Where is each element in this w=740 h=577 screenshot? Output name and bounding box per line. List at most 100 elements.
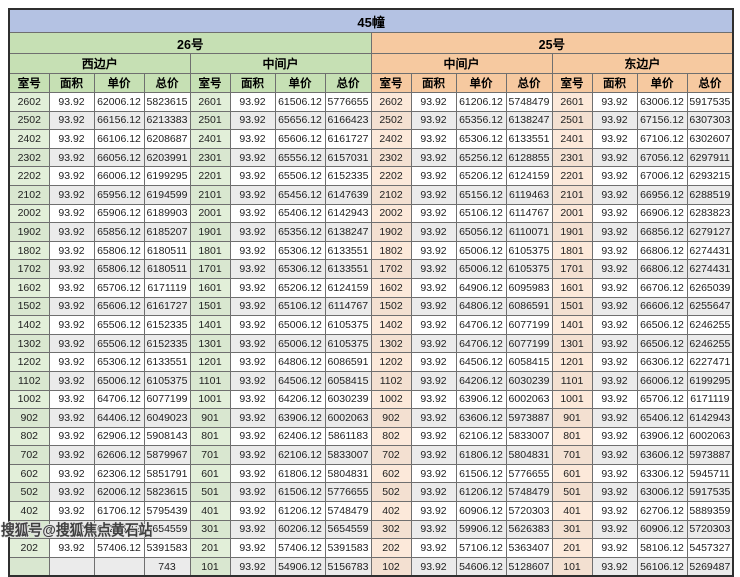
- value-cell: 93.92: [229, 315, 276, 335]
- room-number-cell: 1301: [551, 333, 593, 354]
- value-cell: 93.92: [591, 240, 638, 261]
- value-cell: 5917535: [686, 92, 734, 112]
- value-cell: 60906.12: [636, 519, 688, 540]
- value-cell: 65206.12: [274, 277, 326, 298]
- value-cell: 62406.12: [274, 426, 326, 447]
- value-cell: 5128607: [505, 556, 553, 577]
- value-cell: 93.92: [48, 166, 95, 186]
- value-cell: 5804831: [505, 445, 553, 465]
- value-cell: 61206.12: [455, 482, 507, 503]
- value-cell: 93.92: [410, 389, 457, 410]
- value-cell: 93.92: [48, 315, 95, 335]
- value-cell: 93.92: [229, 370, 276, 391]
- room-number-cell: 2202: [8, 166, 50, 186]
- value-cell: 93.92: [410, 147, 457, 168]
- value-cell: 93.92: [229, 222, 276, 242]
- room-number-cell: 2501: [189, 110, 231, 131]
- value-cell: 5795439: [143, 501, 191, 521]
- value-cell: 61206.12: [455, 92, 507, 112]
- value-cell: 6203991: [143, 147, 191, 168]
- value-cell: 93.92: [591, 408, 638, 428]
- room-number-cell: 502: [8, 482, 50, 503]
- room-number-cell: 902: [370, 408, 412, 428]
- value-cell: 5776655: [324, 92, 372, 112]
- room-number-cell: 801: [189, 426, 231, 447]
- value-cell: 65806.12: [93, 259, 145, 279]
- room-number-cell: 2202: [370, 166, 412, 186]
- room-number-cell: 2601: [551, 92, 593, 112]
- room-number-cell: 602: [370, 463, 412, 484]
- room-number-cell: 601: [189, 463, 231, 484]
- room-number-cell: [8, 556, 50, 577]
- room-number-cell: 1702: [8, 259, 50, 279]
- room-number-cell: 701: [189, 445, 231, 465]
- value-cell: 6002063: [505, 389, 553, 410]
- room-number-cell: 2402: [8, 129, 50, 149]
- value-cell: 93.92: [48, 501, 95, 521]
- value-cell: 65306.12: [274, 240, 326, 261]
- value-cell: 6157031: [324, 147, 372, 168]
- value-cell: 60906.12: [455, 501, 507, 521]
- value-cell: 93.92: [229, 426, 276, 447]
- table-row: 1402 93.92 65506.12 6152335 1401 93.92 65006.1…: [8, 315, 734, 335]
- value-cell: 6086591: [324, 352, 372, 372]
- value-cell: 93.92: [48, 519, 95, 540]
- value-cell: 93.92: [591, 110, 638, 131]
- value-cell: 93.92: [410, 203, 457, 224]
- room-number-cell: 1101: [189, 370, 231, 391]
- room-number-cell: 2001: [551, 203, 593, 224]
- value-cell: 65406.12: [274, 203, 326, 224]
- table-row: 2402 93.92 66106.12 6208687 2401 93.92 65606.1…: [8, 129, 734, 149]
- value-cell: 65006.12: [455, 259, 507, 279]
- unit-type-row: 西边户 中间户 中间户 东边户: [8, 53, 734, 74]
- room-number-cell: 301: [189, 519, 231, 540]
- value-cell: 66306.12: [636, 352, 688, 372]
- value-cell: 93.92: [229, 92, 276, 112]
- table-row: 2102 93.92 65956.12 6194599 2101 93.92 65456.1…: [8, 184, 734, 205]
- value-cell: 65506.12: [274, 166, 326, 186]
- room-number-cell: 1802: [370, 240, 412, 261]
- value-cell: 56106.12: [636, 556, 688, 577]
- value-cell: 67006.12: [636, 166, 688, 186]
- value-cell: 66856.12: [636, 222, 688, 242]
- table-row: 1102 93.92 65006.12 6105375 1101 93.92 64506.1…: [8, 370, 734, 391]
- table-row: 202 93.92 57406.12 5391583 201 93.92 57406.12 5…: [8, 538, 734, 558]
- room-number-cell: 1202: [8, 352, 50, 372]
- value-cell: 93.92: [229, 463, 276, 484]
- value-cell: 65106.12: [274, 296, 326, 317]
- value-cell: 60206.12: [274, 519, 326, 540]
- value-cell: 61506.12: [274, 92, 326, 112]
- room-number-cell: 302: [8, 519, 50, 540]
- value-cell: 93.92: [48, 92, 95, 112]
- room-number-cell: 802: [8, 426, 50, 447]
- value-cell: 62106.12: [274, 445, 326, 465]
- building-row: 26号 25号: [8, 32, 734, 54]
- value-cell: 93.92: [591, 166, 638, 186]
- value-cell: 57406.12: [274, 538, 326, 558]
- value-cell: 5626383: [505, 519, 553, 540]
- table-row: 2602 93.92 62006.12 5823615 2601 93.92 61506.1…: [8, 92, 734, 112]
- value-cell: 93.92: [591, 129, 638, 149]
- value-cell: 6161727: [324, 129, 372, 149]
- column-header-row: 室号 面积 单价 总价 室号 面积 单价 总价 室号 面积 单价 总价 室号 面积 单价 总价: [8, 73, 734, 93]
- value-cell: 93.92: [48, 259, 95, 279]
- value-cell: 58106.12: [636, 538, 688, 558]
- value-cell: 93.92: [591, 426, 638, 447]
- value-cell: 93.92: [48, 147, 95, 168]
- value-cell: 65306.12: [455, 129, 507, 149]
- value-cell: 93.92: [591, 482, 638, 503]
- room-number-cell: 2002: [8, 203, 50, 224]
- title-row: 45幢: [8, 8, 734, 33]
- value-cell: 62606.12: [93, 445, 145, 465]
- value-cell: 65706.12: [93, 277, 145, 298]
- value-cell: 6058415: [505, 352, 553, 372]
- value-cell: 5973887: [505, 408, 553, 428]
- room-number-cell: 202: [370, 538, 412, 558]
- value-cell: 93.92: [410, 240, 457, 261]
- value-cell: 64706.12: [455, 333, 507, 354]
- value-cell: 93.92: [48, 222, 95, 242]
- column-header-g1-c0: 室号: [189, 73, 231, 93]
- value-cell: 93.92: [591, 445, 638, 465]
- value-cell: 6246255: [686, 333, 734, 354]
- unit-east-header: 东边户: [551, 53, 734, 74]
